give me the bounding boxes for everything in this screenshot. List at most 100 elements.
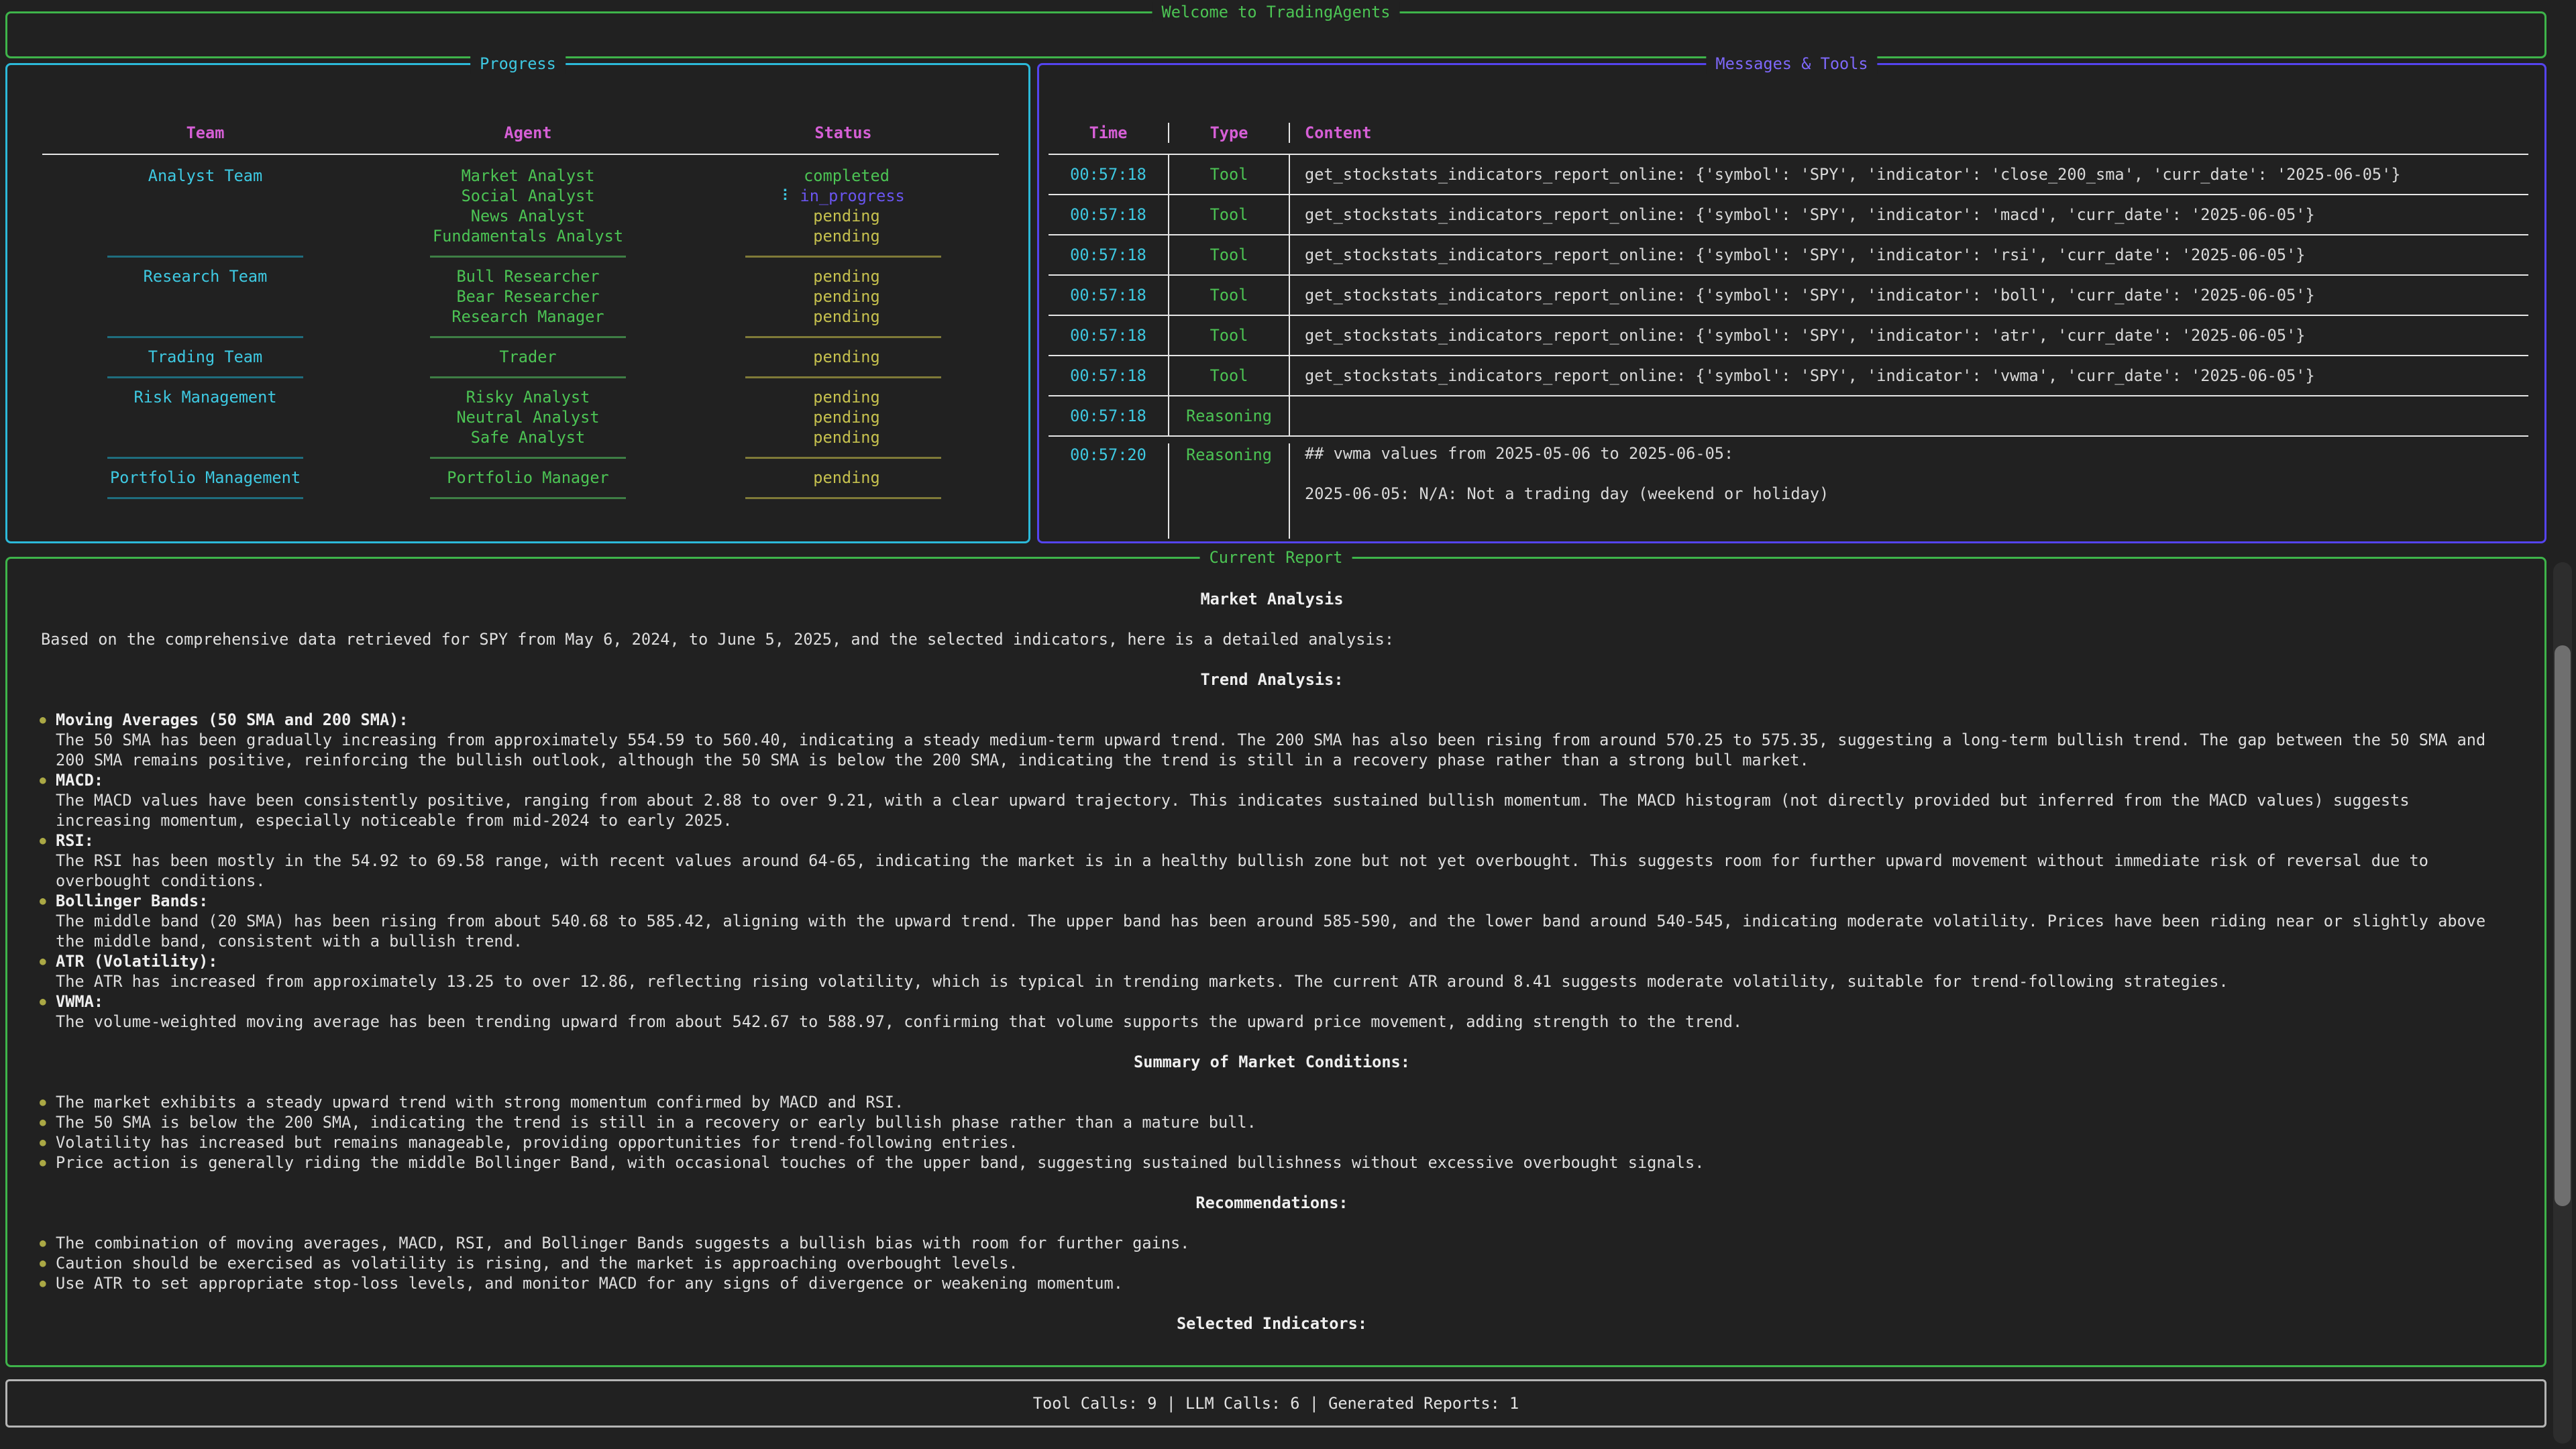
message-row: 00:57:20 Reasoning ## vwma values from 2…	[1049, 437, 2528, 539]
agent-cell: Neutral Analyst	[456, 408, 600, 427]
agent-cell: Bear Researcher	[456, 287, 600, 306]
team-cell	[42, 206, 368, 226]
vertical-scrollbar-track[interactable]	[2553, 562, 2572, 1444]
bullet-body: The 50 SMA has been gradually increasing…	[56, 731, 2486, 769]
report-sections: Trend Analysis: Moving Averages (50 SMA …	[40, 669, 2503, 1334]
status-label: pending	[813, 468, 880, 487]
message-row: 00:57:18 Tool get_stockstats_indicators_…	[1049, 316, 2528, 356]
progress-row: Research Team Bull Researcher pending	[42, 266, 999, 286]
message-content: get_stockstats_indicators_report_online:…	[1305, 366, 2315, 385]
message-type: Reasoning	[1169, 396, 1290, 435]
team-cell: Trading Team	[148, 347, 263, 366]
report-bullet-item: The combination of moving averages, MACD…	[40, 1233, 2503, 1253]
progress-rows: Analyst Team Market Analyst completed So…	[42, 166, 999, 508]
column-header-agent: Agent	[504, 123, 552, 142]
vertical-scrollbar-thumb[interactable]	[2555, 645, 2571, 1206]
message-time: 00:57:20	[1049, 443, 1169, 539]
agent-cell: Research Manager	[451, 307, 604, 326]
status-label: pending	[813, 428, 880, 447]
team-cell	[42, 186, 368, 206]
team-cell	[42, 226, 368, 246]
status-cell: pending	[688, 407, 999, 427]
progress-row: Social Analyst ⠇ in_progress	[42, 186, 999, 206]
progress-group-separator	[42, 488, 999, 508]
report-bullet-list: The combination of moving averages, MACD…	[40, 1233, 2503, 1293]
column-header-status: Status	[814, 123, 872, 142]
report-bullet-item: Price action is generally riding the mid…	[40, 1152, 2503, 1173]
status-label: pending	[813, 287, 880, 306]
status-cell: pending	[688, 206, 999, 226]
progress-row: Portfolio Management Portfolio Manager p…	[42, 468, 999, 488]
column-header-type: Type	[1169, 123, 1290, 143]
bullet-heading: ATR (Volatility):	[56, 952, 218, 971]
status-label: pending	[813, 227, 880, 246]
status-cell: pending	[688, 347, 999, 367]
message-time: 00:57:18	[1049, 316, 1169, 355]
status-label: pending	[813, 307, 880, 326]
message-row: 00:57:18 Tool get_stockstats_indicators_…	[1049, 195, 2528, 235]
progress-row: Risk Management Risky Analyst pending	[42, 387, 999, 407]
agent-cell: Safe Analyst	[470, 428, 586, 447]
message-type: Tool	[1169, 356, 1290, 395]
bullet-heading: RSI:	[56, 831, 94, 850]
bullet-body: Volatility has increased but remains man…	[56, 1133, 1018, 1152]
report-bullet-item: RSI: The RSI has been mostly in the 54.9…	[40, 830, 2503, 891]
agent-cell: Market Analyst	[461, 166, 595, 185]
report-bullet-item: Use ATR to set appropriate stop-loss lev…	[40, 1273, 2503, 1293]
bullet-body: Price action is generally riding the mid…	[56, 1153, 1705, 1172]
report-bullet-item: The market exhibits a steady upward tren…	[40, 1092, 2503, 1112]
header-separator	[1049, 154, 2528, 155]
message-type: Tool	[1169, 316, 1290, 355]
message-type: Tool	[1169, 235, 1290, 274]
status-label: pending	[813, 267, 880, 286]
report-section-heading: Summary of Market Conditions:	[1134, 1053, 1410, 1071]
spinner-icon: ⠇	[782, 186, 794, 205]
progress-row: News Analyst pending	[42, 206, 999, 226]
bullet-heading: Moving Averages (50 SMA and 200 SMA):	[56, 710, 409, 729]
message-content: get_stockstats_indicators_report_online:…	[1305, 205, 2315, 224]
message-row: 00:57:18 Tool get_stockstats_indicators_…	[1049, 155, 2528, 195]
messages-table: Time Type Content 00:57:18 Tool get_stoc…	[1049, 123, 2528, 539]
team-cell: Research Team	[143, 267, 268, 286]
bullet-body: Caution should be exercised as volatilit…	[56, 1254, 1018, 1273]
team-cell: Risk Management	[133, 388, 277, 407]
status-label: in_progress	[800, 186, 905, 205]
bullet-body: The combination of moving averages, MACD…	[56, 1234, 1190, 1252]
message-row: 00:57:18 Tool get_stockstats_indicators_…	[1049, 235, 2528, 276]
agent-cell: Risky Analyst	[466, 388, 590, 407]
progress-panel-title: Progress	[470, 54, 566, 74]
stats-text: Tool Calls: 9 | LLM Calls: 6 | Generated…	[1032, 1394, 1519, 1413]
report-section-heading: Trend Analysis:	[1200, 670, 1344, 689]
message-time: 00:57:18	[1049, 155, 1169, 194]
team-cell: Analyst Team	[148, 166, 263, 185]
message-content: get_stockstats_indicators_report_online:…	[1305, 246, 2306, 264]
column-header-time: Time	[1049, 123, 1169, 143]
progress-row: Neutral Analyst pending	[42, 407, 999, 427]
agent-cell: Bull Researcher	[456, 267, 600, 286]
message-time: 00:57:18	[1049, 356, 1169, 395]
progress-group-separator	[42, 246, 999, 266]
progress-group-separator	[42, 447, 999, 468]
report-panel-title: Current Report	[1199, 547, 1352, 568]
message-content: get_stockstats_indicators_report_online:…	[1305, 165, 2401, 184]
bullet-body: The volume-weighted moving average has b…	[56, 1012, 1743, 1031]
status-label: pending	[813, 408, 880, 427]
status-cell: pending	[688, 226, 999, 246]
messages-tools-panel: Messages & Tools Time Type Content 00:57…	[1037, 54, 2546, 543]
welcome-title: Welcome to TradingAgents	[1152, 2, 1400, 22]
status-cell: pending	[688, 427, 999, 447]
progress-row: Safe Analyst pending	[42, 427, 999, 447]
progress-table-header: Team Agent Status	[42, 123, 999, 143]
status-cell: pending	[688, 286, 999, 307]
team-cell: Portfolio Management	[109, 468, 301, 487]
agent-cell: Portfolio Manager	[447, 468, 609, 487]
bullet-heading: Bollinger Bands:	[56, 892, 209, 910]
header-separator	[42, 154, 999, 155]
progress-row: Trading Team Trader pending	[42, 347, 999, 367]
agent-cell: Fundamentals Analyst	[432, 227, 624, 246]
progress-group-separator	[42, 367, 999, 387]
status-cell: pending	[688, 468, 999, 488]
message-time: 00:57:18	[1049, 276, 1169, 315]
column-header-content: Content	[1305, 123, 1372, 142]
